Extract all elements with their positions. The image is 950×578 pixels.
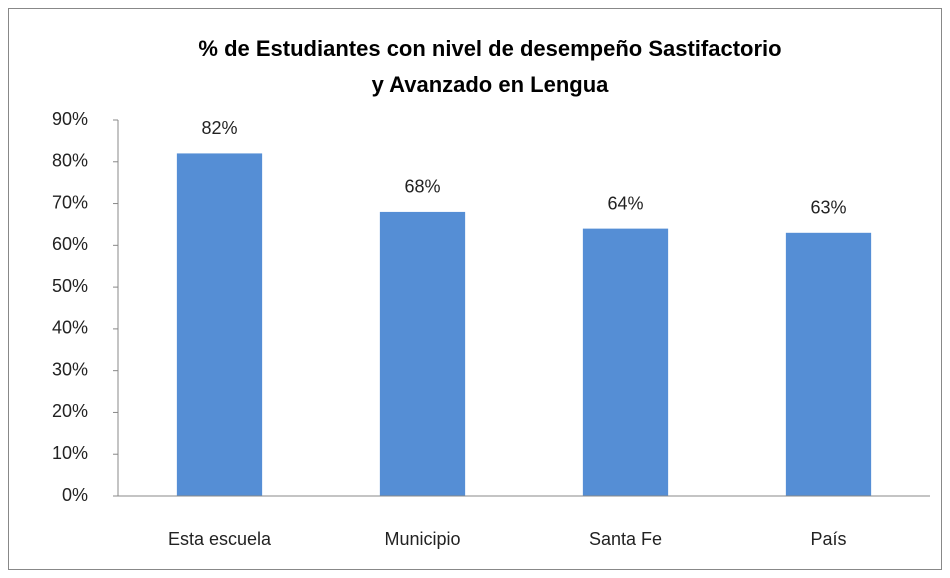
bar: [176, 153, 263, 496]
y-tick-label: 20%: [52, 401, 88, 421]
bar: [582, 228, 669, 496]
y-tick-label: 90%: [52, 109, 88, 129]
y-tick-label: 10%: [52, 443, 88, 463]
y-tick-label: 0%: [62, 485, 88, 505]
chart-title: % de Estudiantes con nivel de desempeño …: [198, 36, 781, 61]
y-tick-label: 70%: [52, 192, 88, 212]
y-tick-label: 40%: [52, 318, 88, 338]
y-tick-label: 80%: [52, 151, 88, 171]
chart-title: y Avanzado en Lengua: [372, 72, 610, 97]
x-tick-label: Municipio: [384, 529, 460, 549]
x-tick-label: País: [810, 529, 846, 549]
bar: [785, 232, 872, 497]
data-label: 82%: [201, 118, 237, 138]
bar: [379, 211, 466, 496]
data-label: 68%: [404, 177, 440, 197]
data-label: 63%: [810, 198, 846, 218]
data-label: 64%: [607, 193, 643, 213]
y-tick-label: 60%: [52, 234, 88, 254]
y-tick-label: 50%: [52, 276, 88, 296]
y-tick-label: 30%: [52, 359, 88, 379]
x-tick-label: Santa Fe: [589, 529, 662, 549]
x-tick-label: Esta escuela: [168, 529, 272, 549]
